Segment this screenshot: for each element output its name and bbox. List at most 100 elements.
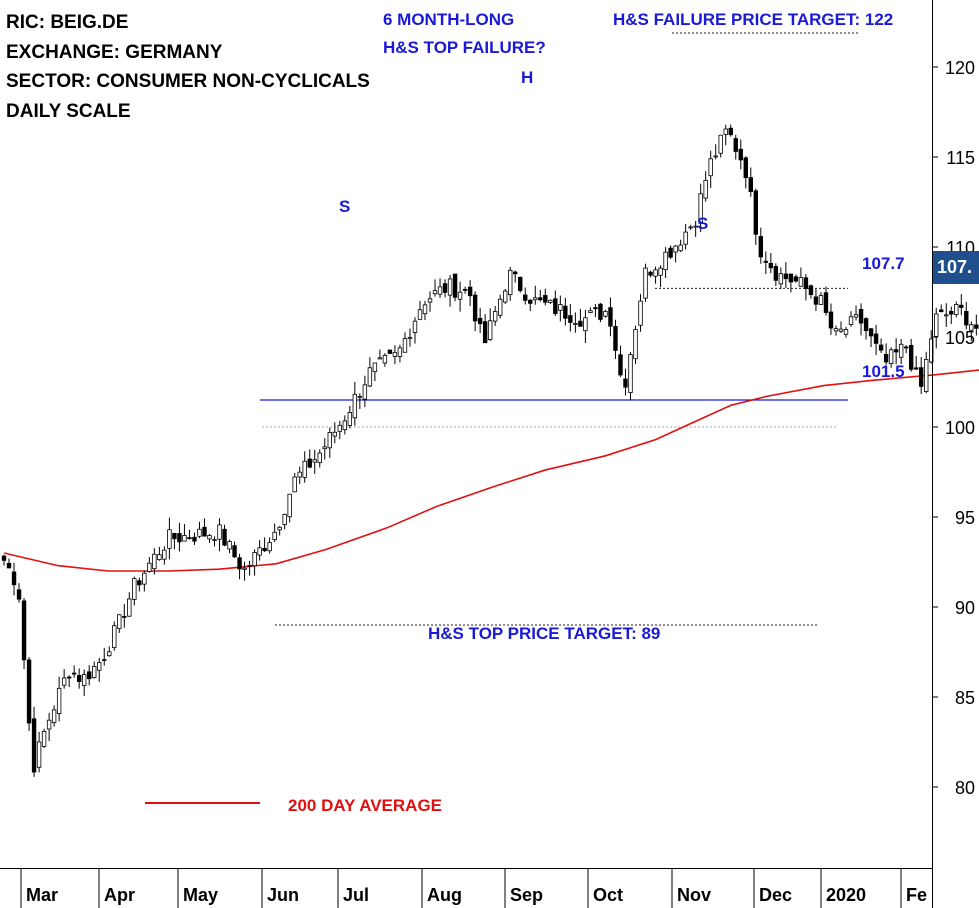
candle-body xyxy=(924,359,929,392)
candle-body xyxy=(768,263,774,269)
candle-body xyxy=(412,320,418,333)
candle-body xyxy=(71,672,77,675)
candle-body xyxy=(713,155,718,158)
x-tick-label: Jun xyxy=(267,885,299,905)
candle-body xyxy=(823,292,829,313)
candle-body xyxy=(678,244,683,252)
candle-body xyxy=(523,294,528,301)
candle-body xyxy=(803,277,809,289)
candle-body xyxy=(227,541,232,550)
candle-body xyxy=(322,446,327,450)
candle-body xyxy=(658,267,663,276)
candle-body xyxy=(61,677,67,686)
candle-body xyxy=(497,298,503,316)
candle-body xyxy=(132,578,137,600)
candle-body xyxy=(107,651,112,657)
candle-body xyxy=(553,298,558,314)
candle-body xyxy=(11,571,17,586)
candle-body xyxy=(36,741,42,768)
candle-body xyxy=(427,298,433,303)
candle-body xyxy=(347,412,353,426)
candle-body xyxy=(217,524,222,540)
candle-body xyxy=(813,296,819,305)
candle-body xyxy=(482,321,488,344)
candle-body xyxy=(492,311,498,322)
candle-body xyxy=(267,542,272,552)
candle-body xyxy=(457,291,463,300)
candle-body xyxy=(16,589,22,600)
candle-body xyxy=(878,344,884,351)
candle-body xyxy=(467,286,473,297)
candle-body xyxy=(628,354,633,393)
resistance-label: 107.7 xyxy=(862,254,905,273)
candle-body xyxy=(407,336,413,339)
candle-body xyxy=(668,247,673,258)
scale-label: DAILY SCALE xyxy=(6,100,131,122)
candle-body xyxy=(528,299,533,304)
candle-body xyxy=(568,315,573,323)
right-shoulder-label: S xyxy=(697,214,709,233)
candle-body xyxy=(593,307,598,310)
candle-body xyxy=(51,709,57,724)
candle-body xyxy=(157,554,162,560)
candle-body xyxy=(828,311,834,329)
top-target-label: H&S TOP PRICE TARGET: 89 xyxy=(428,624,661,643)
candle-body xyxy=(477,317,483,325)
candle-body xyxy=(292,476,297,493)
candle-body xyxy=(252,552,257,567)
candle-body xyxy=(487,320,493,340)
candle-body xyxy=(307,458,312,468)
candle-body xyxy=(613,326,618,351)
x-tick-label: Aug xyxy=(427,885,462,905)
candle-body xyxy=(41,730,47,747)
candle-body xyxy=(342,420,348,431)
candle-body xyxy=(162,549,167,560)
candle-body xyxy=(693,225,698,228)
candle-body xyxy=(863,318,869,332)
candle-body xyxy=(87,671,92,680)
candle-body xyxy=(798,277,804,287)
candle-body xyxy=(558,304,563,311)
candle-body xyxy=(573,323,578,325)
candle-body xyxy=(432,290,438,295)
candle-body xyxy=(197,528,202,537)
candle-body xyxy=(442,283,448,293)
candle-body xyxy=(332,431,337,437)
sector-label: SECTOR: CONSUMER NON-CYCLICALS xyxy=(6,71,370,92)
candle-body xyxy=(452,273,458,298)
candle-body xyxy=(788,273,794,283)
candle-body xyxy=(698,193,703,224)
candle-body xyxy=(954,304,959,315)
x-tick-label: Mar xyxy=(26,885,58,905)
candle-body xyxy=(137,580,142,586)
candle-body xyxy=(502,290,508,303)
candle-body xyxy=(944,314,949,317)
candle-body xyxy=(793,276,799,282)
candle-body xyxy=(102,659,107,662)
candle-body xyxy=(643,267,648,299)
candle-body xyxy=(147,562,152,572)
candle-body xyxy=(167,529,172,549)
candle-body xyxy=(1,555,7,561)
candle-body xyxy=(578,320,583,327)
y-tick-label: 120 xyxy=(945,58,975,78)
candle-body xyxy=(818,295,824,305)
candle-body xyxy=(838,328,844,332)
y-tick-label: 100 xyxy=(945,418,975,438)
candle-body xyxy=(317,452,322,464)
candle-body xyxy=(868,328,874,337)
candle-body xyxy=(172,532,177,540)
candle-body xyxy=(92,665,97,678)
candle-body xyxy=(272,531,277,541)
candle-body xyxy=(462,288,468,291)
y-tick-label: 90 xyxy=(955,598,975,618)
left-shoulder-label: S xyxy=(339,197,351,216)
candle-body xyxy=(81,674,87,686)
x-tick-label: Nov xyxy=(677,885,711,905)
candle-body xyxy=(763,260,769,263)
candle-body xyxy=(127,598,132,617)
candle-body xyxy=(893,349,899,353)
x-tick-label: Oct xyxy=(593,885,623,905)
x-tick-label: 2020 xyxy=(826,885,866,905)
candle-body xyxy=(974,324,979,329)
